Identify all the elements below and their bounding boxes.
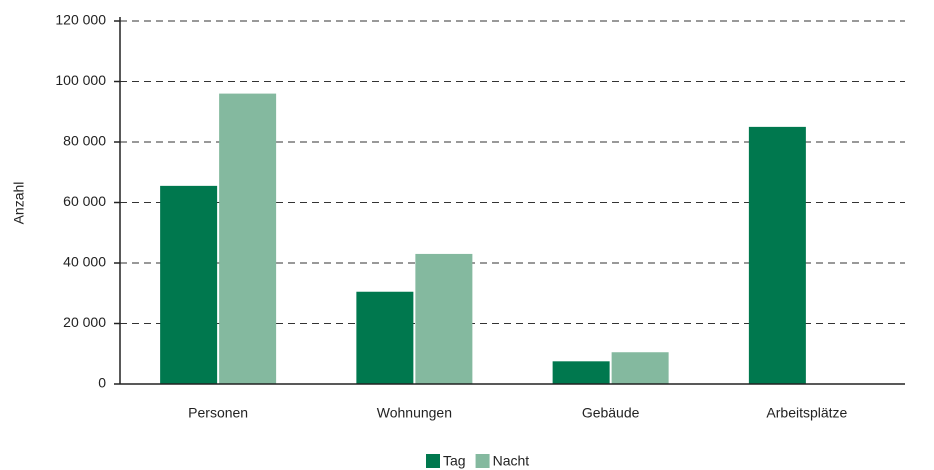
bar	[552, 361, 610, 384]
y-tick-label: 0	[98, 375, 106, 391]
bar	[748, 126, 806, 384]
legend-swatch	[426, 454, 440, 468]
x-tick-label: Arbeitsplätze	[766, 405, 847, 421]
legend-swatch	[475, 454, 490, 468]
bar	[611, 352, 669, 384]
y-tick-label: 60 000	[63, 193, 106, 209]
x-tick-label: Personen	[188, 405, 248, 421]
y-tick-label: 120 000	[55, 12, 106, 28]
x-tick-label: Gebäude	[582, 405, 640, 421]
y-axis-label: Anzahl	[11, 182, 27, 225]
legend-label: Tag	[443, 453, 466, 469]
legend-label: Nacht	[493, 453, 530, 469]
y-tick-label: 80 000	[63, 133, 106, 149]
y-tick-label: 20 000	[63, 314, 106, 330]
y-tick-label: 40 000	[63, 254, 106, 270]
x-tick-label: Wohnungen	[377, 405, 452, 421]
bar	[356, 291, 414, 384]
y-tick-label: 100 000	[55, 72, 106, 88]
bar	[160, 185, 218, 384]
bar	[219, 93, 277, 384]
bar	[415, 253, 473, 384]
